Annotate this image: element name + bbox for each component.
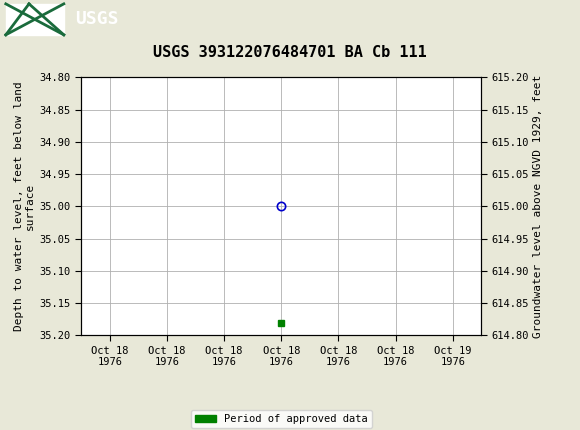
FancyBboxPatch shape (6, 4, 64, 35)
Y-axis label: Groundwater level above NGVD 1929, feet: Groundwater level above NGVD 1929, feet (534, 75, 543, 338)
Text: USGS 393122076484701 BA Cb 111: USGS 393122076484701 BA Cb 111 (153, 45, 427, 60)
Y-axis label: Depth to water level, feet below land
surface: Depth to water level, feet below land su… (14, 82, 35, 331)
Text: USGS: USGS (75, 10, 119, 28)
Legend: Period of approved data: Period of approved data (191, 410, 372, 428)
